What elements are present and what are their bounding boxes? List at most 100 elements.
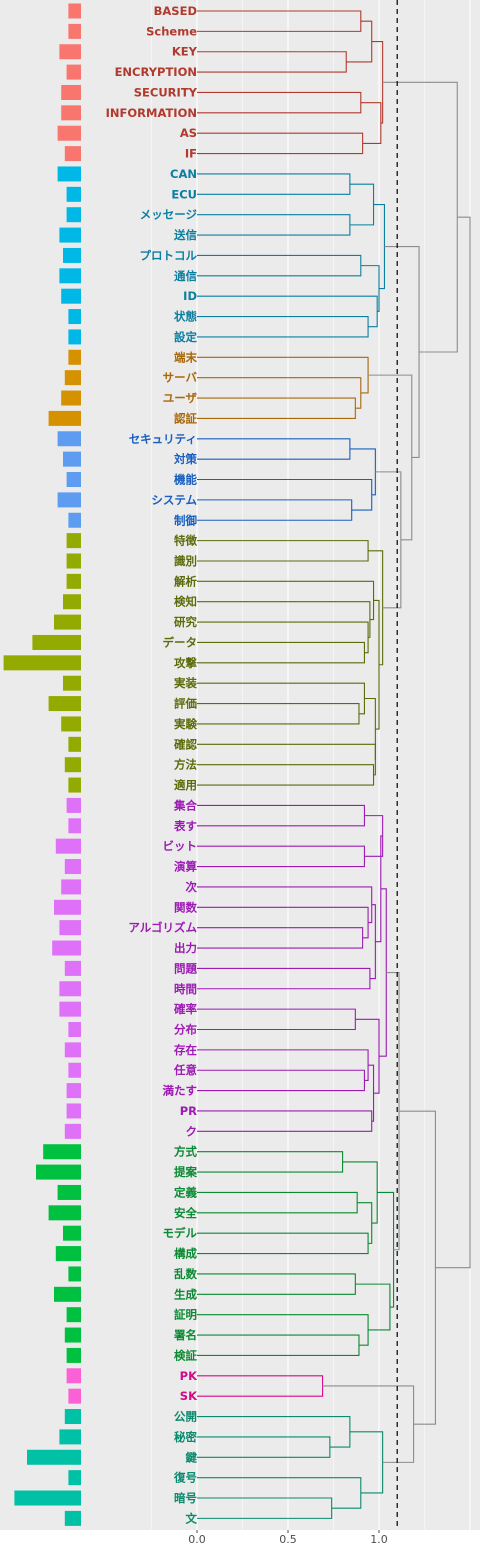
- leaf-label: 実装: [174, 676, 197, 690]
- bar: [58, 126, 81, 141]
- bar: [61, 289, 81, 304]
- bar: [68, 309, 81, 324]
- leaf-label: Scheme: [146, 24, 197, 38]
- bar: [65, 1124, 81, 1139]
- leaf-label: 秘密: [174, 1430, 197, 1444]
- leaf-label: 攻撃: [174, 656, 197, 670]
- bar: [67, 1083, 81, 1098]
- bar: [65, 1328, 81, 1343]
- bar: [58, 431, 81, 446]
- leaf-label: ID: [183, 289, 197, 303]
- bar: [67, 207, 81, 222]
- leaf-label: 実験: [174, 717, 197, 731]
- x-axis-ticks: 0.0 0.5 1.0: [188, 1530, 388, 1545]
- bar: [65, 1042, 81, 1057]
- bar: [59, 1429, 81, 1444]
- bar: [63, 248, 81, 263]
- leaf-label: 適用: [174, 778, 197, 792]
- bar: [61, 879, 81, 894]
- leaf-label: 機能: [174, 473, 197, 487]
- bar: [59, 268, 81, 283]
- leaf-label: AS: [180, 126, 197, 140]
- leaf-label: 暗号: [174, 1491, 197, 1505]
- x-tick-label: 0.5: [279, 1533, 297, 1545]
- bar: [61, 85, 81, 100]
- bar: [65, 961, 81, 976]
- leaf-label: 安全: [174, 1206, 197, 1220]
- leaf-label: 文: [186, 1511, 198, 1525]
- leaf-label: アルゴリズム: [128, 921, 197, 935]
- leaf-label: 鍵: [186, 1450, 198, 1464]
- leaf-label: 端末: [174, 350, 197, 364]
- bar: [49, 411, 81, 426]
- bar: [68, 1266, 81, 1281]
- leaf-label: INFORMATION: [106, 106, 197, 120]
- x-tick-label: 0.0: [188, 1533, 206, 1545]
- bar: [65, 1511, 81, 1526]
- bar: [68, 1063, 81, 1078]
- leaf-label: 復号: [173, 1471, 197, 1485]
- bar: [67, 1368, 81, 1383]
- bar: [58, 1185, 81, 1200]
- bar: [68, 350, 81, 365]
- leaf-label: 定義: [174, 1185, 197, 1199]
- bar: [67, 1307, 81, 1322]
- leaf-label: ECU: [171, 187, 197, 201]
- leaf-label: BASED: [154, 4, 197, 18]
- bar: [63, 1226, 81, 1241]
- bar: [68, 24, 81, 39]
- bar: [63, 676, 81, 691]
- leaf-label: 通信: [174, 269, 197, 283]
- leaf-label: 解析: [174, 574, 197, 588]
- bar: [67, 65, 81, 80]
- leaf-label: 署名: [173, 1328, 197, 1342]
- bar: [68, 513, 81, 528]
- bar: [65, 1409, 81, 1424]
- bar: [68, 329, 81, 344]
- bar: [68, 4, 81, 19]
- leaf-label: 特徴: [174, 534, 197, 548]
- leaf-label: 存在: [174, 1043, 197, 1057]
- leaf-label: 確率: [174, 1002, 197, 1016]
- leaf-label: 検証: [174, 1348, 197, 1362]
- bar: [56, 1246, 81, 1261]
- leaf-label: 対策: [173, 452, 197, 466]
- bar: [61, 716, 81, 731]
- leaf-label: メッセージ: [140, 208, 198, 222]
- bar: [32, 635, 81, 650]
- bar: [52, 941, 81, 956]
- bar: [59, 920, 81, 935]
- x-tick-label: 1.0: [370, 1533, 388, 1545]
- leaf-label: システム: [151, 493, 197, 507]
- leaf-label: 確認: [174, 737, 197, 751]
- bar: [49, 1205, 81, 1220]
- leaf-label: 時間: [174, 982, 197, 996]
- bar: [65, 859, 81, 874]
- bar: [63, 452, 81, 467]
- bar: [54, 1287, 81, 1302]
- bar: [63, 594, 81, 609]
- leaf-label: 状態: [174, 310, 197, 324]
- leaf-label: 次: [186, 880, 198, 894]
- bar: [67, 472, 81, 487]
- bar: [27, 1450, 81, 1465]
- leaf-label: PR: [180, 1104, 197, 1118]
- leaf-label: 演算: [174, 860, 197, 874]
- bar: [14, 1491, 81, 1506]
- bar: [68, 737, 81, 752]
- leaf-label: 表す: [173, 819, 197, 833]
- leaf-label: データ: [163, 635, 198, 649]
- leaf-label: 集合: [173, 798, 197, 812]
- leaf-label: SK: [180, 1389, 198, 1403]
- bar: [58, 166, 81, 181]
- bar: [67, 1348, 81, 1363]
- leaf-label: 制御: [174, 513, 197, 527]
- leaf-label: 出力: [174, 941, 197, 955]
- leaf-label: モデル: [163, 1226, 198, 1240]
- leaf-label: 研究: [174, 615, 197, 629]
- bar: [68, 1022, 81, 1037]
- bar: [43, 1144, 81, 1159]
- bar: [67, 553, 81, 568]
- bar: [68, 818, 81, 833]
- bar: [59, 44, 81, 59]
